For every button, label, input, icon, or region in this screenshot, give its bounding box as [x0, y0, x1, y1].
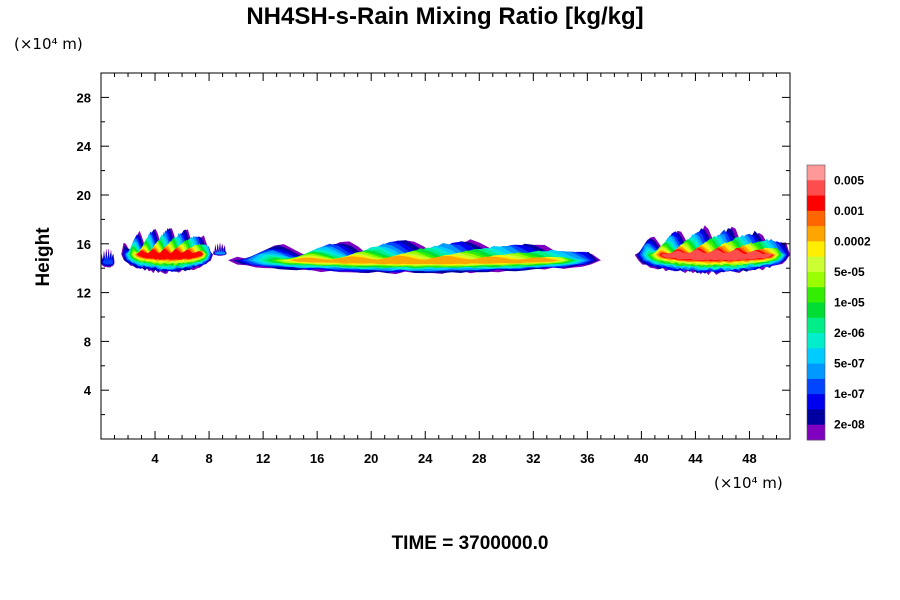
contour-band	[215, 250, 226, 255]
y-tick-label: 12	[77, 286, 91, 301]
colorbar-label: 0.005	[834, 173, 864, 187]
colorbar-swatch	[807, 256, 825, 273]
colorbar-label: 1e-07	[834, 387, 865, 401]
colorbar-label: 2e-06	[834, 326, 865, 340]
y-tick-label: 8	[84, 334, 91, 349]
x-tick-label: 24	[418, 451, 433, 466]
colorbar: 0.005 0.001 0.0002 5e-05 1e-05 2e-06 5e-07 1e-0…	[806, 164, 871, 441]
colorbar-swatch	[807, 317, 825, 334]
colorbar-swatch	[807, 378, 825, 395]
colorbar-label: 0.001	[834, 204, 864, 218]
colorbar-swatch	[807, 241, 825, 258]
colorbar-swatch	[807, 348, 825, 365]
contour-band	[136, 248, 203, 260]
x-tick-label: 36	[580, 451, 594, 466]
colorbar-swatch	[807, 165, 825, 181]
colorbar-label: 5e-05	[834, 265, 865, 279]
x-tick-label: 4	[151, 451, 159, 466]
x-tick-label: 16	[310, 451, 324, 466]
colorbar-label: 0.0002	[834, 234, 871, 248]
colorbar-swatch	[807, 424, 825, 441]
colorbar-swatch	[807, 302, 825, 319]
contour-band	[290, 255, 560, 265]
colorbar-swatch	[807, 333, 825, 349]
x-tick-label: 20	[364, 451, 378, 466]
y-tick-label: 28	[77, 90, 91, 105]
chart-title: NH4SH-s-Rain Mixing Ratio [kg/kg]	[246, 3, 643, 30]
colorbar-label: 5e-07	[834, 357, 865, 371]
contour-band	[102, 256, 114, 265]
x-tick-label: 40	[634, 451, 648, 466]
colorbar-swatch	[807, 287, 825, 303]
y-tick-label: 4	[84, 383, 92, 398]
x-tick-label: 48	[742, 451, 756, 466]
contour-band	[661, 249, 773, 261]
x-tick-label: 44	[688, 451, 703, 466]
colorbar-swatch	[807, 409, 825, 426]
time-label: TIME = 3700000.0	[392, 533, 549, 554]
y-tick-label: 24	[77, 139, 92, 154]
colorbar-label: 1e-05	[834, 296, 865, 310]
y-unit-label: (×10⁴ m)	[14, 35, 83, 53]
y-tick-label: 16	[77, 237, 91, 252]
colorbar-swatch	[807, 195, 825, 212]
x-unit-label: (×10⁴ m)	[714, 474, 783, 492]
contour-field	[101, 225, 790, 275]
x-tick-label: 12	[256, 451, 270, 466]
plot-frame	[100, 72, 791, 440]
y-axis-label: Height	[33, 227, 54, 287]
colorbar-swatch	[807, 180, 825, 196]
colorbar-swatch	[807, 394, 825, 410]
colorbar-label: 2e-08	[834, 418, 865, 432]
y-tick-label: 20	[77, 188, 91, 203]
x-tick-label: 8	[205, 451, 212, 466]
colorbar-swatch	[807, 271, 825, 288]
colorbar-swatch	[807, 363, 825, 380]
colorbar-swatch	[807, 226, 825, 242]
colorbar-swatch	[807, 210, 825, 227]
colorbar-frame	[806, 164, 826, 441]
x-tick-label: 32	[526, 451, 540, 466]
x-tick-label: 28	[472, 451, 486, 466]
